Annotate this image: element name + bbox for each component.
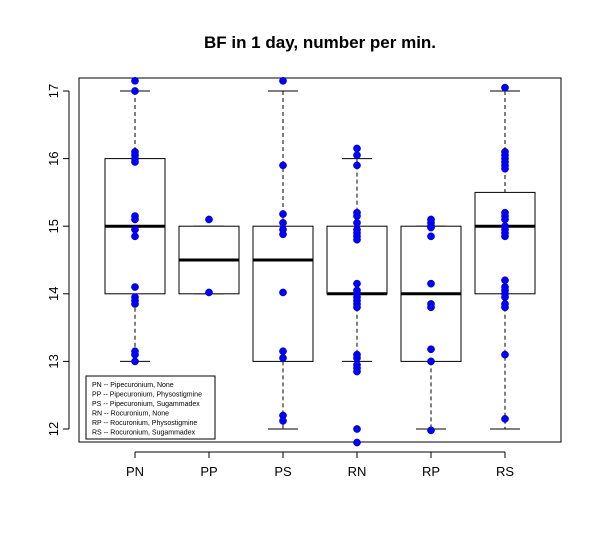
legend-entry: PP -- Pipecuronium, Physostigmine — [92, 392, 202, 399]
x-tick-label: PN — [126, 464, 144, 479]
y-axis: 12 13 14 15 16 17 — [46, 84, 70, 436]
y-tick-label: 17 — [46, 84, 61, 98]
data-point — [353, 279, 361, 288]
data-point — [353, 425, 361, 433]
legend-entry: PS -- Pipecuronium, Sugammadex — [92, 401, 200, 408]
plot-frame — [78, 77, 562, 443]
x-tick-label: PS — [274, 464, 292, 479]
x-axis: PN PP PS RN RP RS — [126, 451, 514, 479]
data-point — [279, 218, 287, 227]
data-point — [279, 210, 287, 218]
data-point — [131, 300, 139, 308]
data-point — [353, 438, 361, 447]
data-point — [353, 367, 361, 376]
legend-entry: PN -- Pipecuronium, None — [92, 382, 174, 389]
y-tick-label: 15 — [46, 219, 61, 233]
data-point — [501, 164, 509, 173]
data-point — [279, 354, 287, 362]
x-tick-label: RP — [422, 464, 440, 479]
data-point — [427, 303, 435, 312]
chart-title: BF in 1 day, number per min. — [204, 33, 436, 52]
data-point — [501, 415, 509, 423]
data-point — [131, 232, 139, 241]
y-tick-label: 12 — [46, 422, 61, 436]
data-point — [353, 161, 361, 170]
data-point — [427, 232, 435, 241]
data-point — [279, 230, 287, 239]
data-point — [131, 350, 139, 359]
box-rn — [326, 158, 388, 362]
data-point — [501, 293, 509, 302]
data-point — [427, 345, 435, 354]
data-point — [427, 357, 435, 366]
data-point — [353, 218, 361, 227]
data-point — [279, 347, 287, 356]
data-point — [353, 151, 361, 160]
data-point — [131, 357, 139, 366]
legend: PN -- Pipecuronium, None PP -- Pipecuroni… — [85, 375, 216, 440]
data-point — [501, 303, 509, 312]
data-points — [131, 77, 509, 447]
data-point — [353, 303, 361, 312]
box-rs — [474, 90, 536, 430]
legend-entry: RP -- Rocuronium, Physostigmine — [92, 420, 197, 427]
data-point — [427, 426, 435, 435]
data-point — [279, 161, 287, 170]
data-point — [501, 215, 509, 224]
data-point — [131, 158, 139, 166]
data-point — [131, 283, 139, 291]
data-point — [501, 276, 509, 285]
data-point — [427, 223, 435, 232]
box-pp — [178, 225, 240, 295]
box-ps — [252, 90, 314, 430]
data-point — [427, 279, 435, 288]
data-point — [279, 417, 287, 425]
x-tick-label: RS — [496, 464, 514, 479]
data-point — [353, 235, 361, 244]
data-point — [353, 354, 361, 362]
data-point — [501, 232, 509, 241]
x-tick-label: RN — [348, 464, 367, 479]
data-point — [501, 350, 509, 359]
y-tick-label: 16 — [46, 151, 61, 165]
data-point — [353, 212, 361, 220]
x-tick-label: PP — [200, 464, 217, 479]
data-point — [205, 215, 213, 224]
y-tick-label: 13 — [46, 354, 61, 368]
data-point — [279, 77, 287, 85]
data-point — [131, 77, 139, 85]
data-point — [131, 87, 139, 95]
data-point — [353, 144, 361, 153]
y-tick-label: 14 — [46, 287, 61, 301]
data-point — [205, 288, 213, 297]
box-rp — [400, 225, 462, 430]
data-point — [131, 215, 139, 224]
data-point — [501, 83, 509, 92]
legend-entry: RS -- Rocuronium, Sugammadex — [92, 430, 196, 437]
data-point — [279, 288, 287, 297]
data-point — [131, 225, 139, 234]
legend-entry: RN -- Rocuronium, None — [92, 411, 169, 418]
legend-box — [85, 375, 216, 440]
